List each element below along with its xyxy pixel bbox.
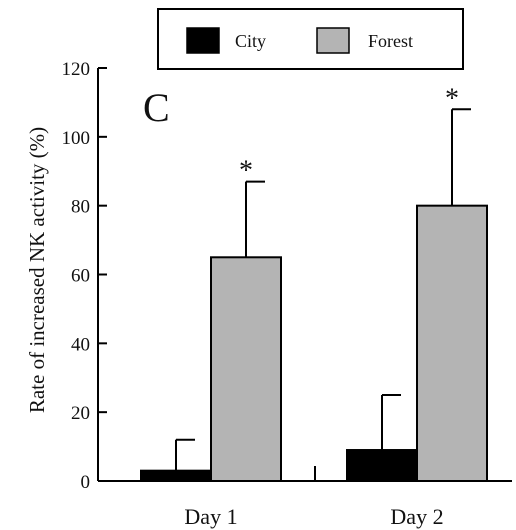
significance-star-forest-day-1: * [239, 156, 253, 187]
bar-forest-day-2 [416, 204, 488, 483]
y-tick-label-0: 0 [81, 472, 91, 493]
y-axis-title: Rate of increased NK activity (%) [25, 127, 49, 413]
y-tick-label-100: 100 [62, 128, 91, 149]
legend-swatch-forest [316, 27, 350, 54]
panel-label: C [143, 85, 170, 130]
category-labels: Day 1 Day 2 [184, 504, 443, 529]
category-label-day-1: Day 1 [184, 504, 237, 529]
bar-forest-day-1 [210, 256, 282, 482]
legend-swatch-city [186, 27, 220, 54]
bars [140, 204, 488, 483]
y-tick-label-120: 120 [62, 59, 91, 80]
significance-marks: ** [239, 83, 459, 186]
bar-city-day-1 [140, 469, 212, 482]
error-bars [175, 108, 471, 471]
y-axis-ticks: 0 20 40 60 80 100 120 [62, 59, 107, 493]
y-tick-label-40: 40 [71, 334, 90, 355]
y-tick-label-80: 80 [71, 197, 90, 218]
legend: City Forest [186, 27, 413, 54]
significance-star-forest-day-2: * [445, 83, 459, 114]
y-tick-label-20: 20 [71, 403, 90, 424]
y-tick-label-60: 60 [71, 266, 90, 287]
legend-label-city: City [235, 31, 266, 51]
category-label-day-2: Day 2 [390, 504, 443, 529]
bar-city-day-2 [346, 449, 418, 482]
legend-label-forest: Forest [368, 31, 413, 51]
